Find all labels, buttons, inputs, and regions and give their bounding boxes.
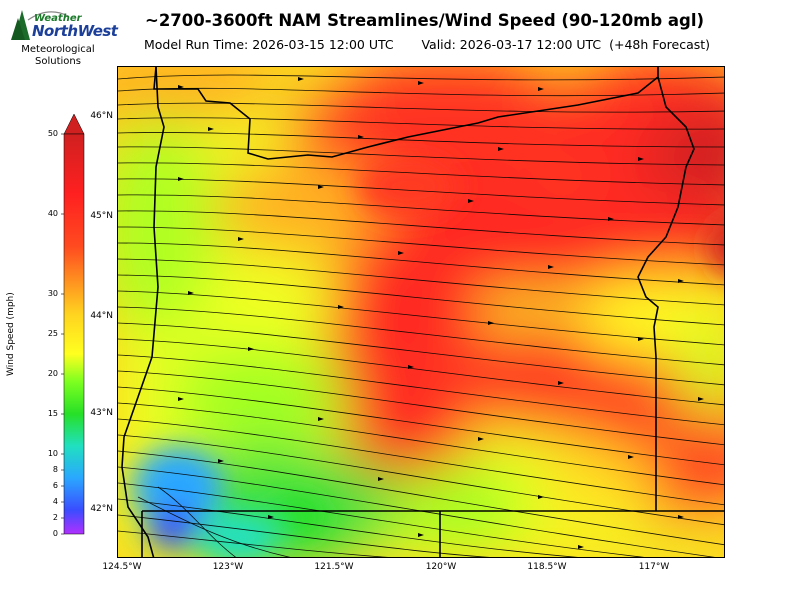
- logo-subtitle-line2: Solutions: [35, 56, 81, 67]
- streamlines: [118, 74, 724, 557]
- lat-label: 44°N: [90, 311, 113, 321]
- logo-subtitle-line1: Meteorological: [21, 44, 95, 55]
- colorbar-label: Wind Speed (mph): [6, 292, 16, 376]
- colorbar-tick: 20: [47, 369, 58, 378]
- colorbar: [61, 113, 85, 535]
- colorbar-tick: 2: [52, 513, 58, 522]
- colorbar-tick: 8: [52, 465, 58, 474]
- colorbar-tick: 15: [47, 409, 58, 418]
- lat-label: 42°N: [90, 504, 113, 514]
- wind-map: [117, 66, 725, 558]
- forecast-times: Model Run Time: 2026-03-15 12:00 UTC Val…: [144, 37, 710, 52]
- lon-label: 123°W: [212, 562, 244, 572]
- valid-time: Valid: 2026-03-17 12:00 UTC (+48h Foreca…: [421, 37, 711, 52]
- lon-label: 118.5°W: [527, 562, 567, 572]
- lat-label: 46°N: [90, 111, 113, 121]
- lon-label: 124.5°W: [102, 562, 142, 572]
- lon-label: 121.5°W: [314, 562, 354, 572]
- logo-word-weather: Weather: [34, 13, 82, 24]
- logo: Weather NorthWest Meteorological Solutio…: [8, 4, 118, 70]
- tree-mountain-icon: [11, 10, 69, 40]
- colorbar-tick: 25: [47, 329, 58, 338]
- colorbar-tick: 30: [47, 289, 58, 298]
- wind-speed-field: [118, 67, 724, 557]
- state-borders: [121, 67, 724, 557]
- model-run-time: Model Run Time: 2026-03-15 12:00 UTC: [144, 37, 394, 52]
- colorbar-tick: 40: [47, 209, 58, 218]
- logo-word-northwest: NorthWest: [32, 22, 118, 40]
- colorbar-tick: 50: [47, 129, 58, 138]
- page-title: ~2700-3600ft NAM Streamlines/Wind Speed …: [145, 11, 705, 30]
- colorbar-tick: 6: [52, 481, 58, 490]
- colorbar-tick: 0: [52, 529, 58, 538]
- logo-subtitle: Meteorological Solutions: [8, 44, 108, 68]
- colorbar-gradient: [63, 133, 85, 535]
- lat-label: 45°N: [90, 211, 113, 221]
- colorbar-tick: 4: [52, 497, 58, 506]
- lat-label: 43°N: [90, 408, 113, 418]
- lon-label: 120°W: [425, 562, 457, 572]
- lon-label: 117°W: [638, 562, 670, 572]
- colorbar-tick: 10: [47, 449, 58, 458]
- streamline-arrows: [178, 77, 704, 549]
